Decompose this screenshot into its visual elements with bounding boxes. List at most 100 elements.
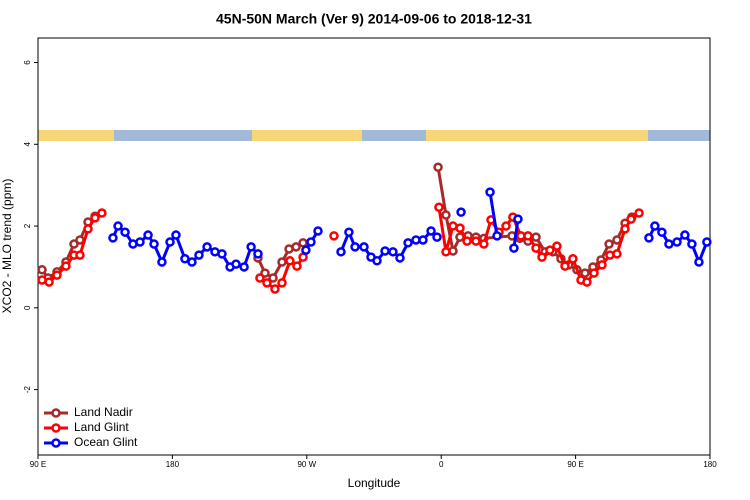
data-point: [108, 233, 118, 243]
data-point: [285, 256, 295, 266]
data-point: [672, 237, 682, 247]
data-point: [597, 260, 607, 270]
series-line: [512, 218, 520, 249]
data-point: [61, 261, 71, 271]
data-point: [277, 278, 287, 288]
data-point: [612, 249, 622, 259]
data-point: [552, 241, 562, 251]
data-point: [255, 273, 265, 283]
data-point: [37, 265, 47, 275]
x-tick-label: 90 E: [567, 460, 583, 469]
y-tick-label: 4: [23, 142, 32, 147]
data-point: [277, 257, 287, 267]
data-point: [462, 236, 472, 246]
data-point: [626, 214, 636, 224]
data-point: [306, 237, 316, 247]
data-point: [604, 239, 614, 249]
data-point: [479, 239, 489, 249]
data-point: [403, 238, 413, 248]
x-tick-label: 0: [439, 460, 444, 469]
data-point: [523, 231, 533, 241]
data-point: [485, 187, 495, 197]
y-axis-label: XCO2 - MLO trend (ppm): [0, 179, 14, 314]
y-tick-label: 2: [23, 223, 32, 228]
data-point: [180, 254, 190, 264]
data-point: [262, 278, 272, 288]
data-point: [582, 277, 592, 287]
x-tick-label: 180: [166, 460, 180, 469]
data-point: [456, 207, 466, 217]
data-point: [292, 261, 302, 271]
data-point: [395, 253, 405, 263]
x-tick-label: 90 W: [297, 460, 316, 469]
data-point: [650, 221, 660, 231]
data-point: [344, 227, 354, 237]
data-point: [90, 213, 100, 223]
data-point: [644, 233, 654, 243]
data-point: [246, 242, 256, 252]
data-point: [135, 237, 145, 247]
legend-label: Ocean Glint: [74, 435, 138, 449]
data-point: [336, 247, 346, 257]
data-point: [120, 227, 130, 237]
data-point: [433, 162, 443, 172]
data-point: [165, 237, 175, 247]
data-point: [268, 273, 278, 283]
data-point: [97, 208, 107, 218]
data-point: [113, 221, 123, 231]
data-point: [291, 242, 301, 252]
chart-title: 45N-50N March (Ver 9) 2014-09-06 to 2018…: [216, 11, 532, 27]
data-point: [501, 221, 511, 231]
data-point: [694, 257, 704, 267]
data-point: [350, 242, 360, 252]
data-point: [83, 224, 93, 234]
data-point: [388, 247, 398, 257]
data-point: [531, 243, 541, 253]
y-tick-label: 6: [23, 60, 32, 65]
data-point: [143, 230, 153, 240]
data-point: [187, 257, 197, 267]
x-axis-label: Longitude: [348, 476, 401, 490]
data-point: [455, 223, 465, 233]
data-point: [217, 249, 227, 259]
data-point: [513, 214, 523, 224]
data-point: [69, 239, 79, 249]
data-point: [687, 239, 697, 249]
plot-frame: [37, 37, 711, 456]
data-point: [253, 249, 263, 259]
data-point: [545, 245, 555, 255]
data-point: [509, 243, 519, 253]
data-point: [537, 252, 547, 262]
legend-marker: [51, 408, 61, 418]
data-point: [194, 250, 204, 260]
y-tick-label: -2: [23, 385, 32, 393]
data-point: [44, 277, 54, 287]
data-point: [589, 268, 599, 278]
data-point: [149, 239, 159, 249]
data-point: [471, 236, 481, 246]
data-point: [560, 261, 570, 271]
data-point: [634, 208, 644, 218]
data-point: [380, 246, 390, 256]
data-point: [313, 226, 323, 236]
data-point: [657, 227, 667, 237]
data-point: [702, 237, 712, 247]
data-point: [580, 268, 590, 278]
data-point: [75, 250, 85, 260]
data-point: [239, 262, 249, 272]
data-point: [329, 231, 339, 241]
legend-marker: [51, 423, 61, 433]
x-tick-label: 90 E: [30, 460, 46, 469]
data-point: [301, 245, 311, 255]
data-point: [52, 270, 62, 280]
data-point: [441, 247, 451, 257]
data-point: [441, 210, 451, 220]
data-point: [359, 242, 369, 252]
legend-label: Land Nadir: [74, 405, 133, 419]
land-ocean-strip: [38, 130, 710, 141]
data-point: [680, 230, 690, 240]
data-point: [492, 231, 502, 241]
x-tick-label: 180: [703, 460, 717, 469]
y-tick-label: 0: [23, 305, 32, 310]
